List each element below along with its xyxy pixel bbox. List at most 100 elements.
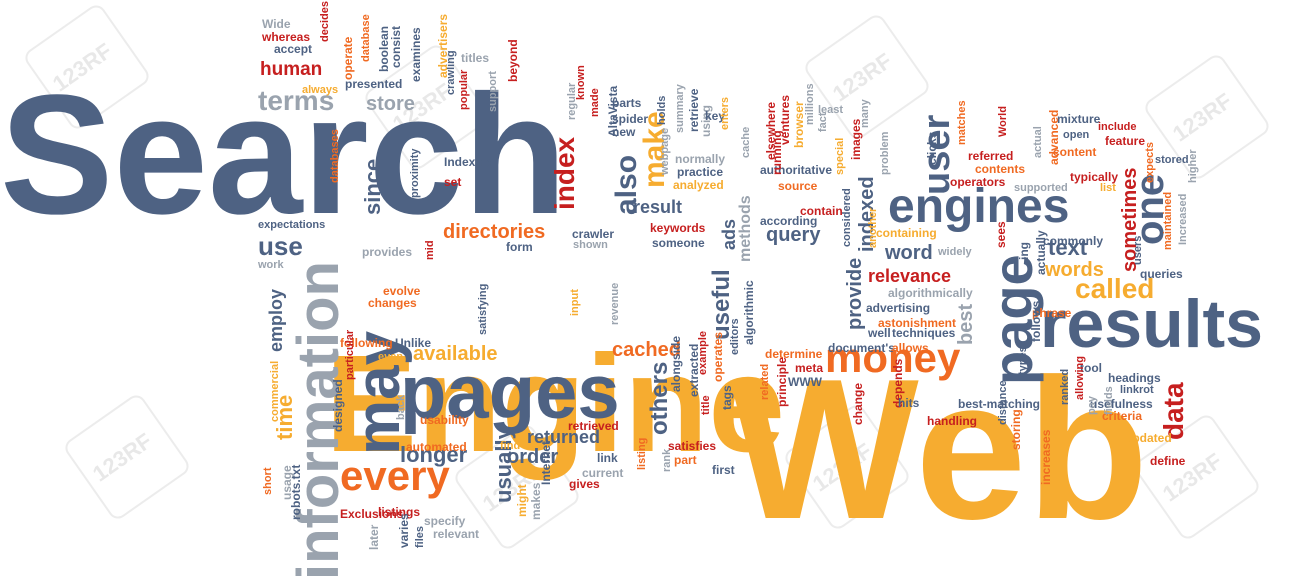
cloud-word: ranked xyxy=(1059,368,1071,405)
cloud-word: particular xyxy=(344,329,356,380)
cloud-word: best xyxy=(955,303,977,345)
cloud-word: elsewhere xyxy=(764,101,778,160)
cloud-word: keywords xyxy=(650,221,706,235)
cloud-word: longer xyxy=(400,442,468,467)
cloud-word: whereas xyxy=(262,30,311,44)
cloud-word: part xyxy=(674,453,697,467)
cloud-word: determine xyxy=(765,347,823,361)
cloud-word: users xyxy=(1132,235,1144,265)
cloud-word: World xyxy=(997,106,1009,137)
cloud-word: feature xyxy=(1105,134,1146,148)
cloud-word: enters xyxy=(719,96,731,130)
cloud-word: widely xyxy=(938,246,972,258)
cloud-word: form xyxy=(506,240,533,254)
cloud-word: Wide xyxy=(262,17,291,31)
cloud-word: Search xyxy=(0,60,568,250)
cloud-word: mid xyxy=(424,240,436,260)
cloud-word: text xyxy=(1048,235,1088,260)
cloud-word: mixture xyxy=(1057,112,1101,126)
cloud-word: millions xyxy=(804,83,816,125)
cloud-word: queries xyxy=(1140,267,1183,281)
cloud-word: relevant xyxy=(433,527,480,541)
cloud-word: usefulness xyxy=(1090,397,1153,411)
cloud-word: Internet xyxy=(539,440,553,485)
cloud-word: Unlike xyxy=(395,336,432,350)
cloud-word: Engine xyxy=(325,327,786,481)
cloud-word: pages xyxy=(400,350,620,435)
cloud-word: since xyxy=(360,158,385,215)
cloud-word: special xyxy=(834,137,846,175)
cloud-word: principle xyxy=(775,356,789,407)
cloud-word: least xyxy=(818,104,844,116)
cloud-word: clicks xyxy=(925,131,939,165)
cloud-word: satisfying xyxy=(477,283,489,335)
cloud-word: database xyxy=(360,14,372,62)
cloud-word: provides xyxy=(362,245,413,259)
cloud-word: AltaVista xyxy=(606,85,620,137)
cloud-word: money xyxy=(825,334,961,381)
cloud-word: first xyxy=(712,463,735,477)
cloud-word: commercial xyxy=(269,360,281,422)
cloud-word: Increased xyxy=(1177,193,1189,245)
cloud-word: operators xyxy=(950,175,1006,189)
cloud-word: revenue xyxy=(609,282,621,325)
cloud-word: allows xyxy=(892,341,929,355)
cloud-word: Exclusions xyxy=(340,507,404,521)
cloud-word: algorithmically xyxy=(888,286,973,300)
cloud-word: higher xyxy=(1187,149,1199,183)
cloud-word: matches xyxy=(956,100,968,145)
cloud-word: robots.txt xyxy=(289,464,303,520)
cloud-word: store xyxy=(366,93,415,115)
cloud-word: titles xyxy=(461,51,490,65)
cloud-word: containing xyxy=(876,226,937,240)
cloud-word: presented xyxy=(345,77,403,91)
cloud-word: crawler xyxy=(572,227,615,241)
cloud-word: according xyxy=(760,214,818,228)
cloud-word: changes xyxy=(368,296,417,310)
cloud-word: link xyxy=(597,451,618,465)
cloud-word: commonly xyxy=(1043,234,1104,248)
cloud-word: someone xyxy=(652,236,705,250)
cloud-word: back xyxy=(395,394,407,420)
cloud-word: considered xyxy=(841,188,853,247)
cloud-word: retrieved xyxy=(568,419,619,433)
cloud-word: example xyxy=(697,330,709,375)
cloud-word: change xyxy=(851,382,865,425)
cloud-word: criteria xyxy=(1102,409,1143,423)
cloud-word: open xyxy=(1063,129,1090,141)
cloud-word: following xyxy=(340,336,393,350)
cloud-word: cache xyxy=(740,126,752,158)
cloud-word: Indexing xyxy=(444,155,494,169)
cloud-word: methods xyxy=(737,195,754,262)
cloud-word: cached xyxy=(612,339,681,361)
cloud-word: Web xyxy=(730,338,1149,561)
cloud-word: set xyxy=(444,175,462,189)
cloud-word: authoritative xyxy=(760,163,833,177)
cloud-word: input xyxy=(569,289,581,316)
cloud-word: hits xyxy=(898,396,920,410)
cloud-word: consist xyxy=(389,25,403,68)
cloud-word: contents xyxy=(975,162,1026,176)
cloud-word: allowing xyxy=(1074,356,1086,400)
cloud-word: referred xyxy=(968,149,1014,163)
cloud-word: phrase xyxy=(1032,306,1072,320)
cloud-word: tags xyxy=(720,385,734,410)
cloud-word: document's xyxy=(828,341,895,355)
cloud-word: order xyxy=(507,446,559,468)
cloud-word: result xyxy=(633,197,683,217)
cloud-word: decides xyxy=(319,1,331,42)
cloud-word: proximity xyxy=(409,148,421,198)
cloud-word: evolve xyxy=(383,284,421,298)
cloud-word: engines xyxy=(888,180,1070,233)
cloud-word: satisfies xyxy=(668,439,717,453)
cloud-word: later xyxy=(367,524,381,550)
cloud-word: distance xyxy=(997,380,1009,425)
cloud-word: typically xyxy=(1070,170,1119,184)
cloud-word: updated xyxy=(1125,431,1172,445)
cloud-word: made xyxy=(589,88,601,117)
cloud-word: well xyxy=(868,326,891,340)
cloud-word: operates xyxy=(711,331,725,382)
cloud-word: words xyxy=(1045,259,1104,281)
cloud-word: webpage xyxy=(659,127,671,175)
cloud-word: algorithmic xyxy=(742,280,756,345)
